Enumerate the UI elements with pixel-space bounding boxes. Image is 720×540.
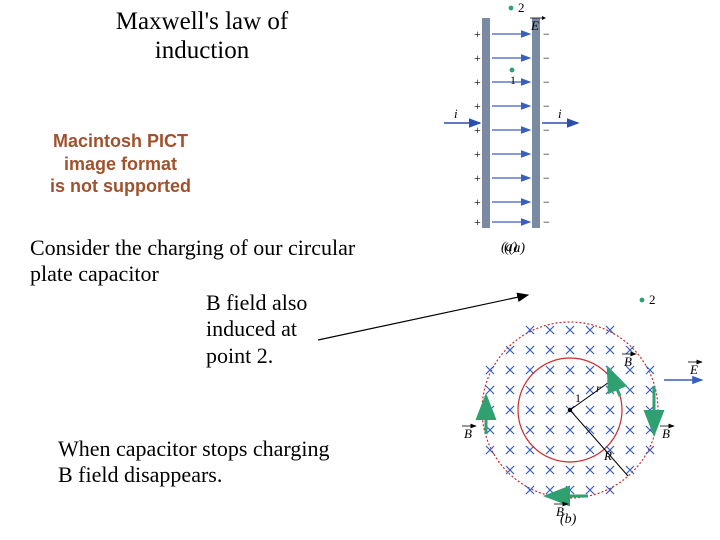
diagram-b-circular: 2 1 r R B B B B E xyxy=(420,290,720,530)
title-line1: Maxwell's law of xyxy=(116,8,289,35)
paragraph-consider: Consider the charging of our circular pl… xyxy=(30,235,355,288)
svg-text:−: − xyxy=(543,75,550,89)
diagram-a-capacitor: +−+−+−+−+−+−+−+−+− 2 1 E i i ((a) (a) xyxy=(436,0,596,260)
svg-text:−: − xyxy=(543,215,550,229)
svg-text:+: + xyxy=(474,27,481,41)
diagram-a-svg: +−+−+−+−+−+−+−+−+− 2 1 E i i ((a) xyxy=(436,0,596,260)
radius-R-line xyxy=(570,410,628,476)
consider-l2: plate capacitor xyxy=(30,261,159,286)
point-1-label-a: 1 xyxy=(510,73,516,87)
slide-title: Maxwell's law of induction xyxy=(62,8,342,66)
vec-e-overbar-arrow-a xyxy=(542,16,546,20)
point-2-label-b: 2 xyxy=(649,292,656,307)
svg-text:+: + xyxy=(474,147,481,161)
svg-text:+: + xyxy=(474,171,481,185)
svg-text:B: B xyxy=(662,426,670,441)
radius-r-label: r xyxy=(596,381,601,395)
svg-text:−: − xyxy=(543,171,550,185)
right-plate xyxy=(532,18,540,228)
left-plate xyxy=(482,18,490,228)
svg-text:+: + xyxy=(474,99,481,113)
point-2-dot-b xyxy=(640,298,645,303)
bfield-l3: point 2. xyxy=(206,343,273,368)
svg-text:−: − xyxy=(543,147,550,161)
svg-text:−: − xyxy=(543,99,550,113)
bfield-l1: B field also xyxy=(206,290,307,315)
title-line2: induction xyxy=(155,37,249,64)
current-i-left: i xyxy=(454,106,458,121)
svg-text:−: − xyxy=(543,51,550,65)
svg-text:+: + xyxy=(474,123,481,137)
pict-error-l1: Macintosh PICT xyxy=(53,131,188,151)
point-1-dot-a xyxy=(510,68,515,73)
caption-a-text: (a) xyxy=(501,240,517,256)
when-l1: When capacitor stops charging xyxy=(58,436,329,461)
caption-b-text: (b) xyxy=(560,512,576,528)
pict-error-placeholder: Macintosh PICT image format is not suppo… xyxy=(50,130,191,198)
bfield-l2: induced at xyxy=(206,316,297,341)
svg-text:−: − xyxy=(543,123,550,137)
paragraph-bfield: B field also induced at point 2. xyxy=(206,290,307,369)
diagram-b-svg: 2 1 r R B B B B E xyxy=(420,290,720,530)
svg-text:−: − xyxy=(543,195,550,209)
svg-text:+: + xyxy=(474,195,481,209)
svg-text:B: B xyxy=(464,426,472,441)
vec-e-label-a: E xyxy=(530,18,539,33)
current-i-right: i xyxy=(558,106,562,121)
when-l2: B field disappears. xyxy=(58,462,222,487)
pict-error-l3: is not supported xyxy=(50,176,191,196)
pict-error-l2: image format xyxy=(64,154,177,174)
consider-l1: Consider the charging of our circular xyxy=(30,235,355,260)
point-2-label-a: 2 xyxy=(518,0,525,15)
radius-R-label: R xyxy=(603,448,612,463)
svg-text:+: + xyxy=(474,75,481,89)
point-2-dot-a xyxy=(509,6,514,11)
paragraph-when: When capacitor stops charging B field di… xyxy=(58,436,329,489)
svg-text:−: − xyxy=(543,27,550,41)
b-labels: B B B B xyxy=(462,354,674,519)
vec-e-label-b: E xyxy=(689,362,698,377)
svg-text:B: B xyxy=(624,354,632,369)
svg-text:+: + xyxy=(474,51,481,65)
svg-text:+: + xyxy=(474,215,481,229)
